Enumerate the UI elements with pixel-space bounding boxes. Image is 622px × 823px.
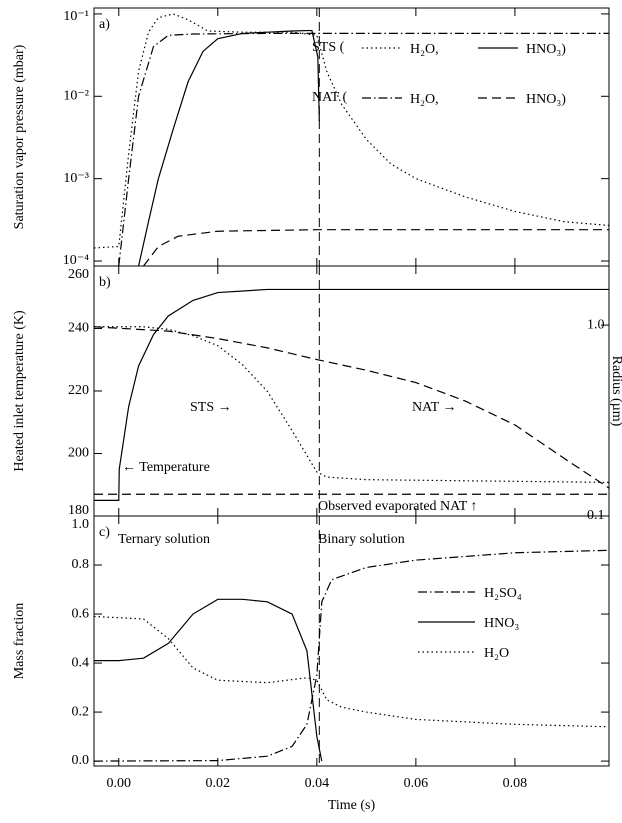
series-line [94,13,609,249]
y-tick-label: 10⁻² [63,89,89,104]
y-tick-label: 10⁻¹ [63,9,89,24]
y2-axis-label: Radius (µm) [609,356,622,427]
y-tick-label: 0.8 [72,557,90,572]
y-tick-label: 200 [68,446,89,461]
y-tick-label: 0.4 [72,655,90,670]
legend-label: H₂SO₄ [484,586,522,601]
series-line [94,326,609,489]
plot-area [94,13,609,266]
legend-group: NAT ( [312,90,347,105]
series-line [143,229,609,266]
plot-area [94,288,609,501]
legend-label: H₂O, [410,42,439,57]
x-tick-label: 0.02 [206,776,231,791]
plot-area [94,549,609,762]
y-axis-label: Saturation vapor pressure (mbar) [12,44,27,229]
annotation: Binary solution [318,532,405,547]
series-line [94,549,609,762]
series-line [118,32,609,266]
x-tick-label: 0.06 [404,776,429,791]
legend-label: H₂O, [410,92,439,107]
annotation: NAT → [412,400,456,415]
y-tick-label: 260 [68,267,89,282]
panel-label: b) [99,275,111,290]
y-tick-label: 10⁻³ [63,171,89,186]
series-line [94,598,323,762]
annotation: Observed evaporated NAT ↑ [318,499,478,514]
series-line [137,29,320,266]
annotation: Ternary solution [118,532,210,547]
y-axis-label: Heated inlet temperature (K) [12,310,27,472]
panel-label: a) [99,17,110,32]
legend-group: STS ( [312,40,345,55]
x-tick-label: 0.08 [503,776,528,791]
annotation: ← Temperature [122,460,210,475]
panel-frame [93,515,610,767]
x-axis-label: Time (s) [328,798,376,813]
y-tick-label: 0.0 [72,753,90,768]
panel-label: c) [99,525,110,540]
y-tick-label: 10⁻⁴ [63,253,89,268]
series-line [94,615,609,728]
legend-label: HNO₃) [526,92,566,107]
legend-label: HNO₃) [526,42,566,57]
series-line [94,288,609,501]
legend-label: H₂O [484,646,509,661]
y-tick-label: 180 [68,503,89,518]
x-tick-label: 0.04 [305,776,330,791]
legend-label: HNO₃ [484,616,519,631]
y-tick-label: 220 [68,383,89,398]
y-tick-label: 1.0 [72,517,90,532]
annotation: STS → [190,400,232,415]
y2-tick-label: 1.0 [587,317,605,332]
y-tick-label: 0.2 [72,704,90,719]
series-line [94,326,609,483]
y-axis-label: Mass fraction [12,603,27,680]
x-tick-label: 0.00 [107,776,132,791]
y-tick-label: 240 [68,321,89,336]
y-tick-label: 0.6 [72,606,90,621]
